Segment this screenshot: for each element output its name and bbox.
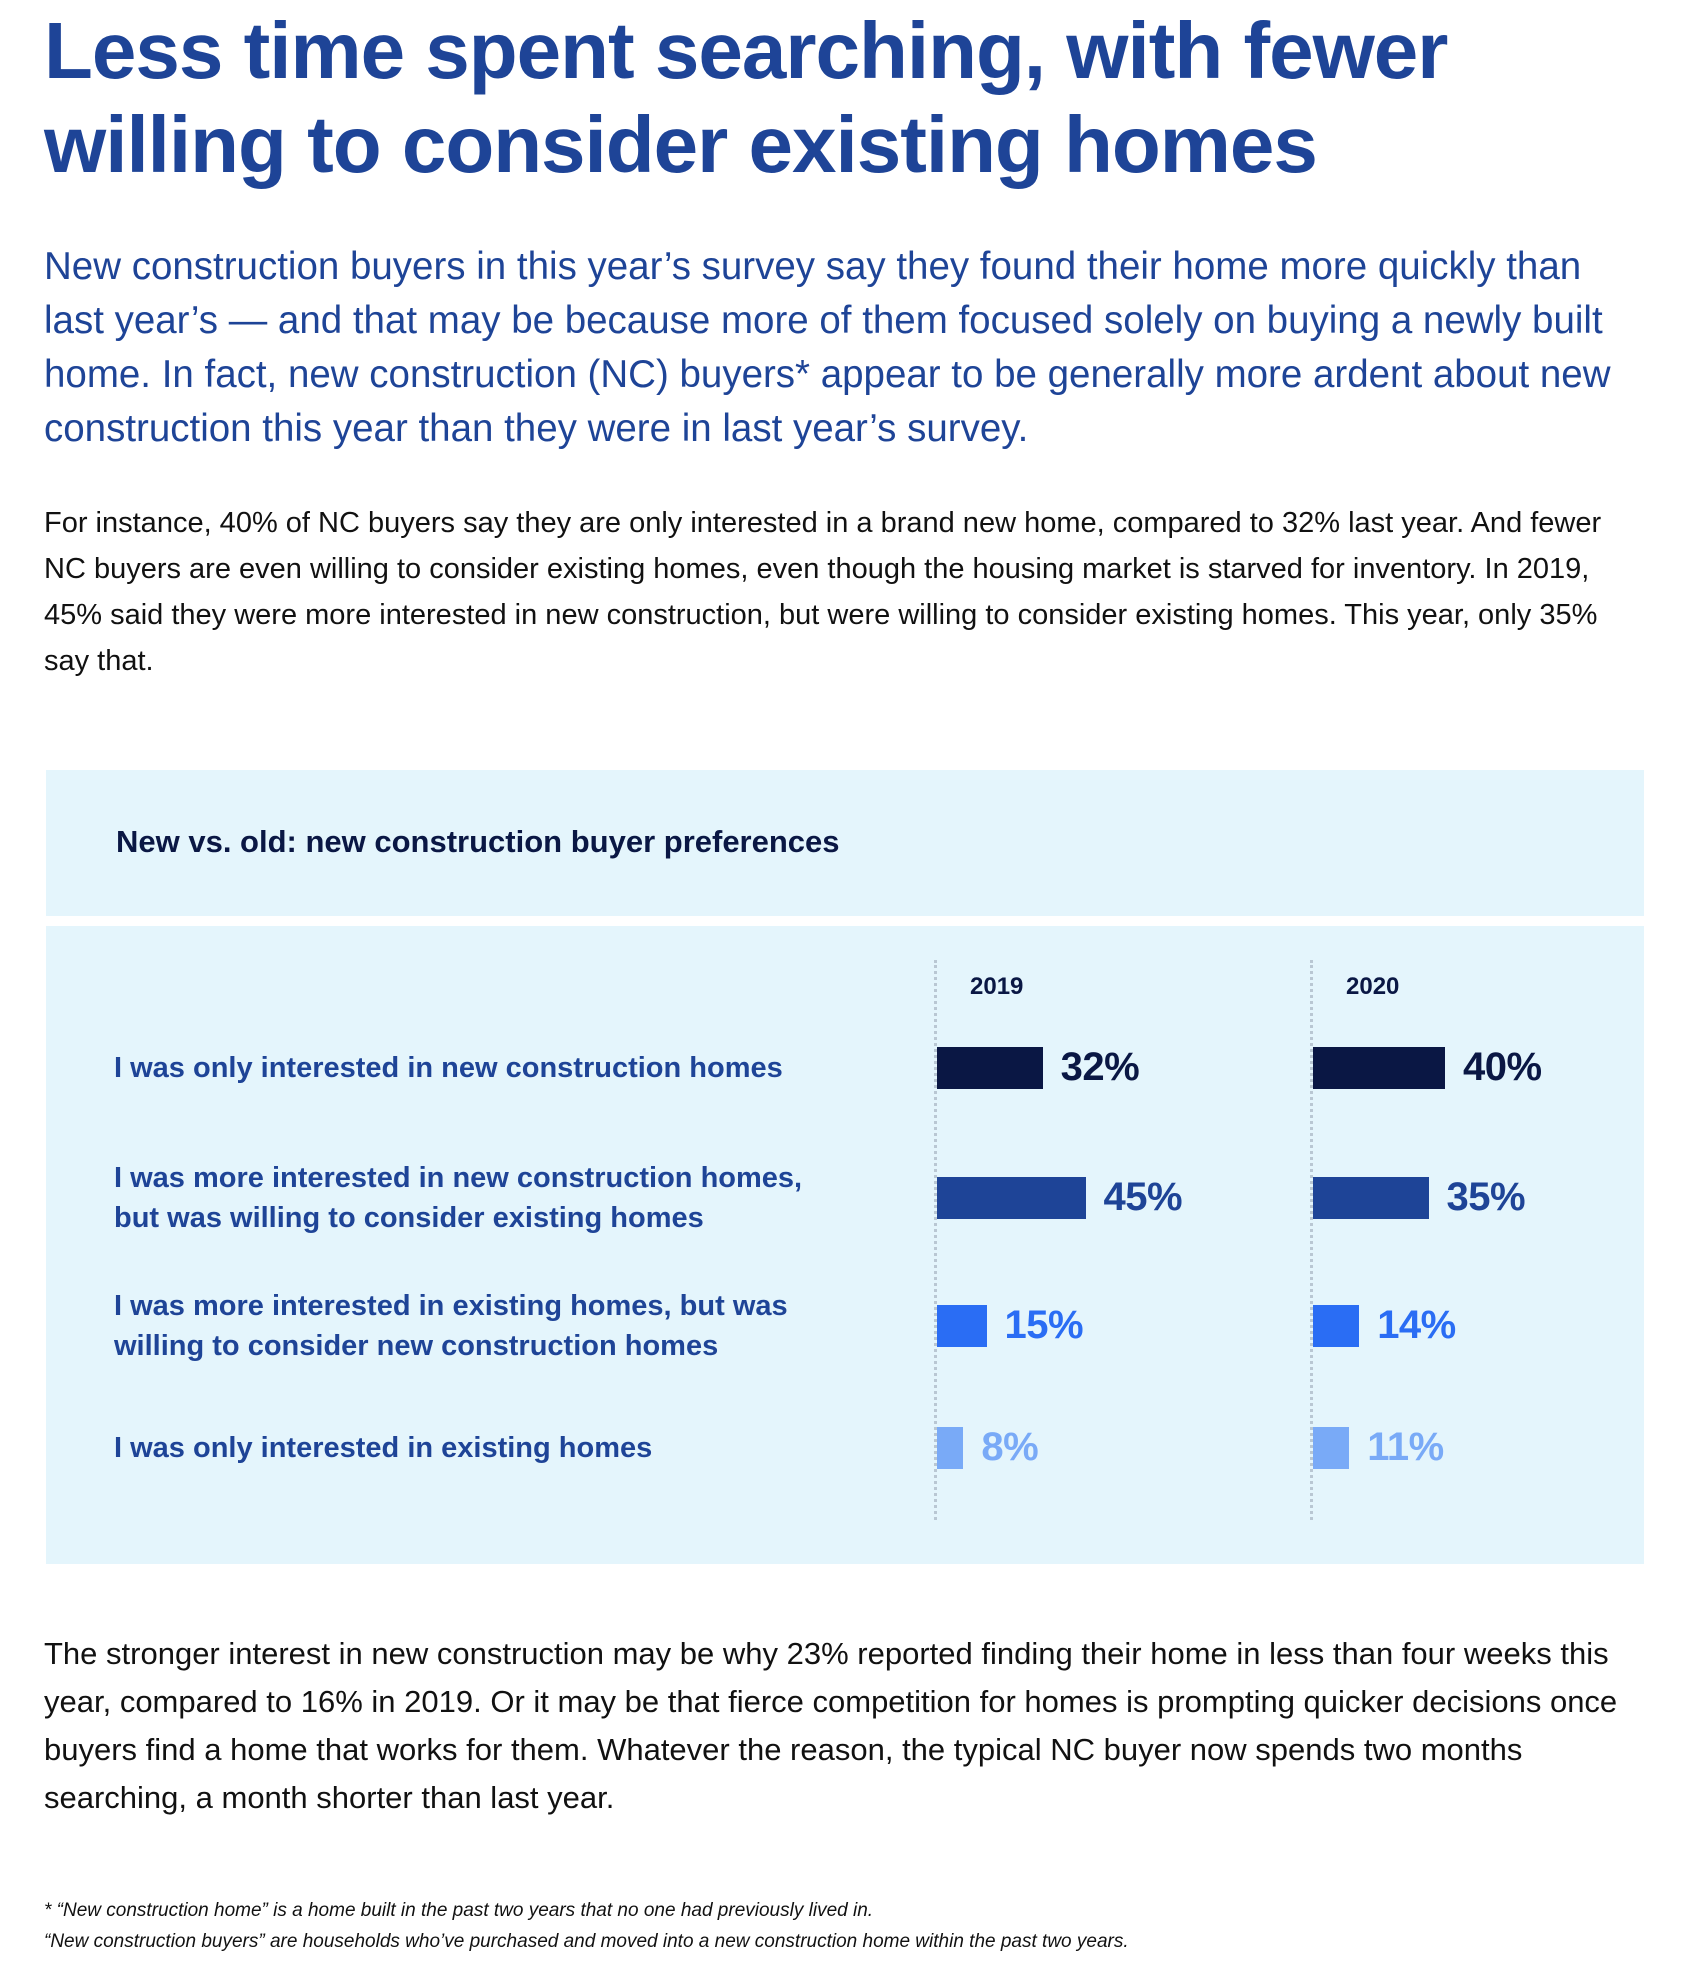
row-label-1: I was only interested in new constructio… — [114, 1052, 783, 1084]
value-label-2019-row-3: 15% — [1004, 1303, 1084, 1347]
bar-2019-row-3 — [937, 1305, 987, 1347]
value-label-2019-row-4: 8% — [981, 1425, 1039, 1469]
value-label-2019-row-2: 45% — [1103, 1175, 1183, 1219]
row-label-4: I was only interested in existing homes — [114, 1432, 653, 1464]
bar-2019-row-1 — [937, 1047, 1043, 1089]
bar-2020-row-2 — [1313, 1177, 1429, 1219]
page-title: Less time spent searching, with fewer wi… — [44, 6, 1448, 189]
chart-divider-2019 — [934, 960, 937, 1520]
value-label-2020-row-2: 35% — [1446, 1175, 1526, 1219]
bar-2020-row-3 — [1313, 1305, 1360, 1347]
year-label-2020: 2020 — [1346, 973, 1400, 1000]
chart-divider-2020 — [1310, 960, 1313, 1520]
bar-2019-row-2 — [937, 1177, 1086, 1219]
year-label-2019: 2019 — [970, 973, 1024, 1000]
chart-title: New vs. old: new construction buyer pref… — [116, 824, 840, 859]
footnote-1: * “New construction home” is a home buil… — [44, 1900, 874, 1921]
value-label-2020-row-3: 14% — [1377, 1303, 1456, 1347]
chart-header-panel: New vs. old: new construction buyer pref… — [46, 770, 1644, 916]
value-label-2020-row-1: 40% — [1463, 1045, 1542, 1089]
bar-2020-row-1 — [1313, 1047, 1445, 1089]
lead-paragraph: New construction buyers in this year’s s… — [44, 245, 1611, 450]
chart-panel: 2019 2020 I was only interested in new c… — [46, 926, 1644, 1564]
body-paragraph-2: The stronger interest in new constructio… — [44, 1636, 1618, 1815]
bar-2020-row-4 — [1313, 1427, 1350, 1469]
footnote-2: “New construction buyers” are households… — [44, 1931, 1129, 1952]
row-label-3: I was more interested in existing homes,… — [114, 1290, 788, 1362]
row-label-2: I was more interested in new constructio… — [114, 1162, 803, 1234]
body-paragraph-1: For instance, 40% of NC buyers say they … — [44, 507, 1602, 677]
value-label-2020-row-4: 11% — [1367, 1425, 1444, 1469]
bar-2019-row-4 — [937, 1427, 964, 1469]
value-label-2019-row-1: 32% — [1060, 1045, 1140, 1089]
